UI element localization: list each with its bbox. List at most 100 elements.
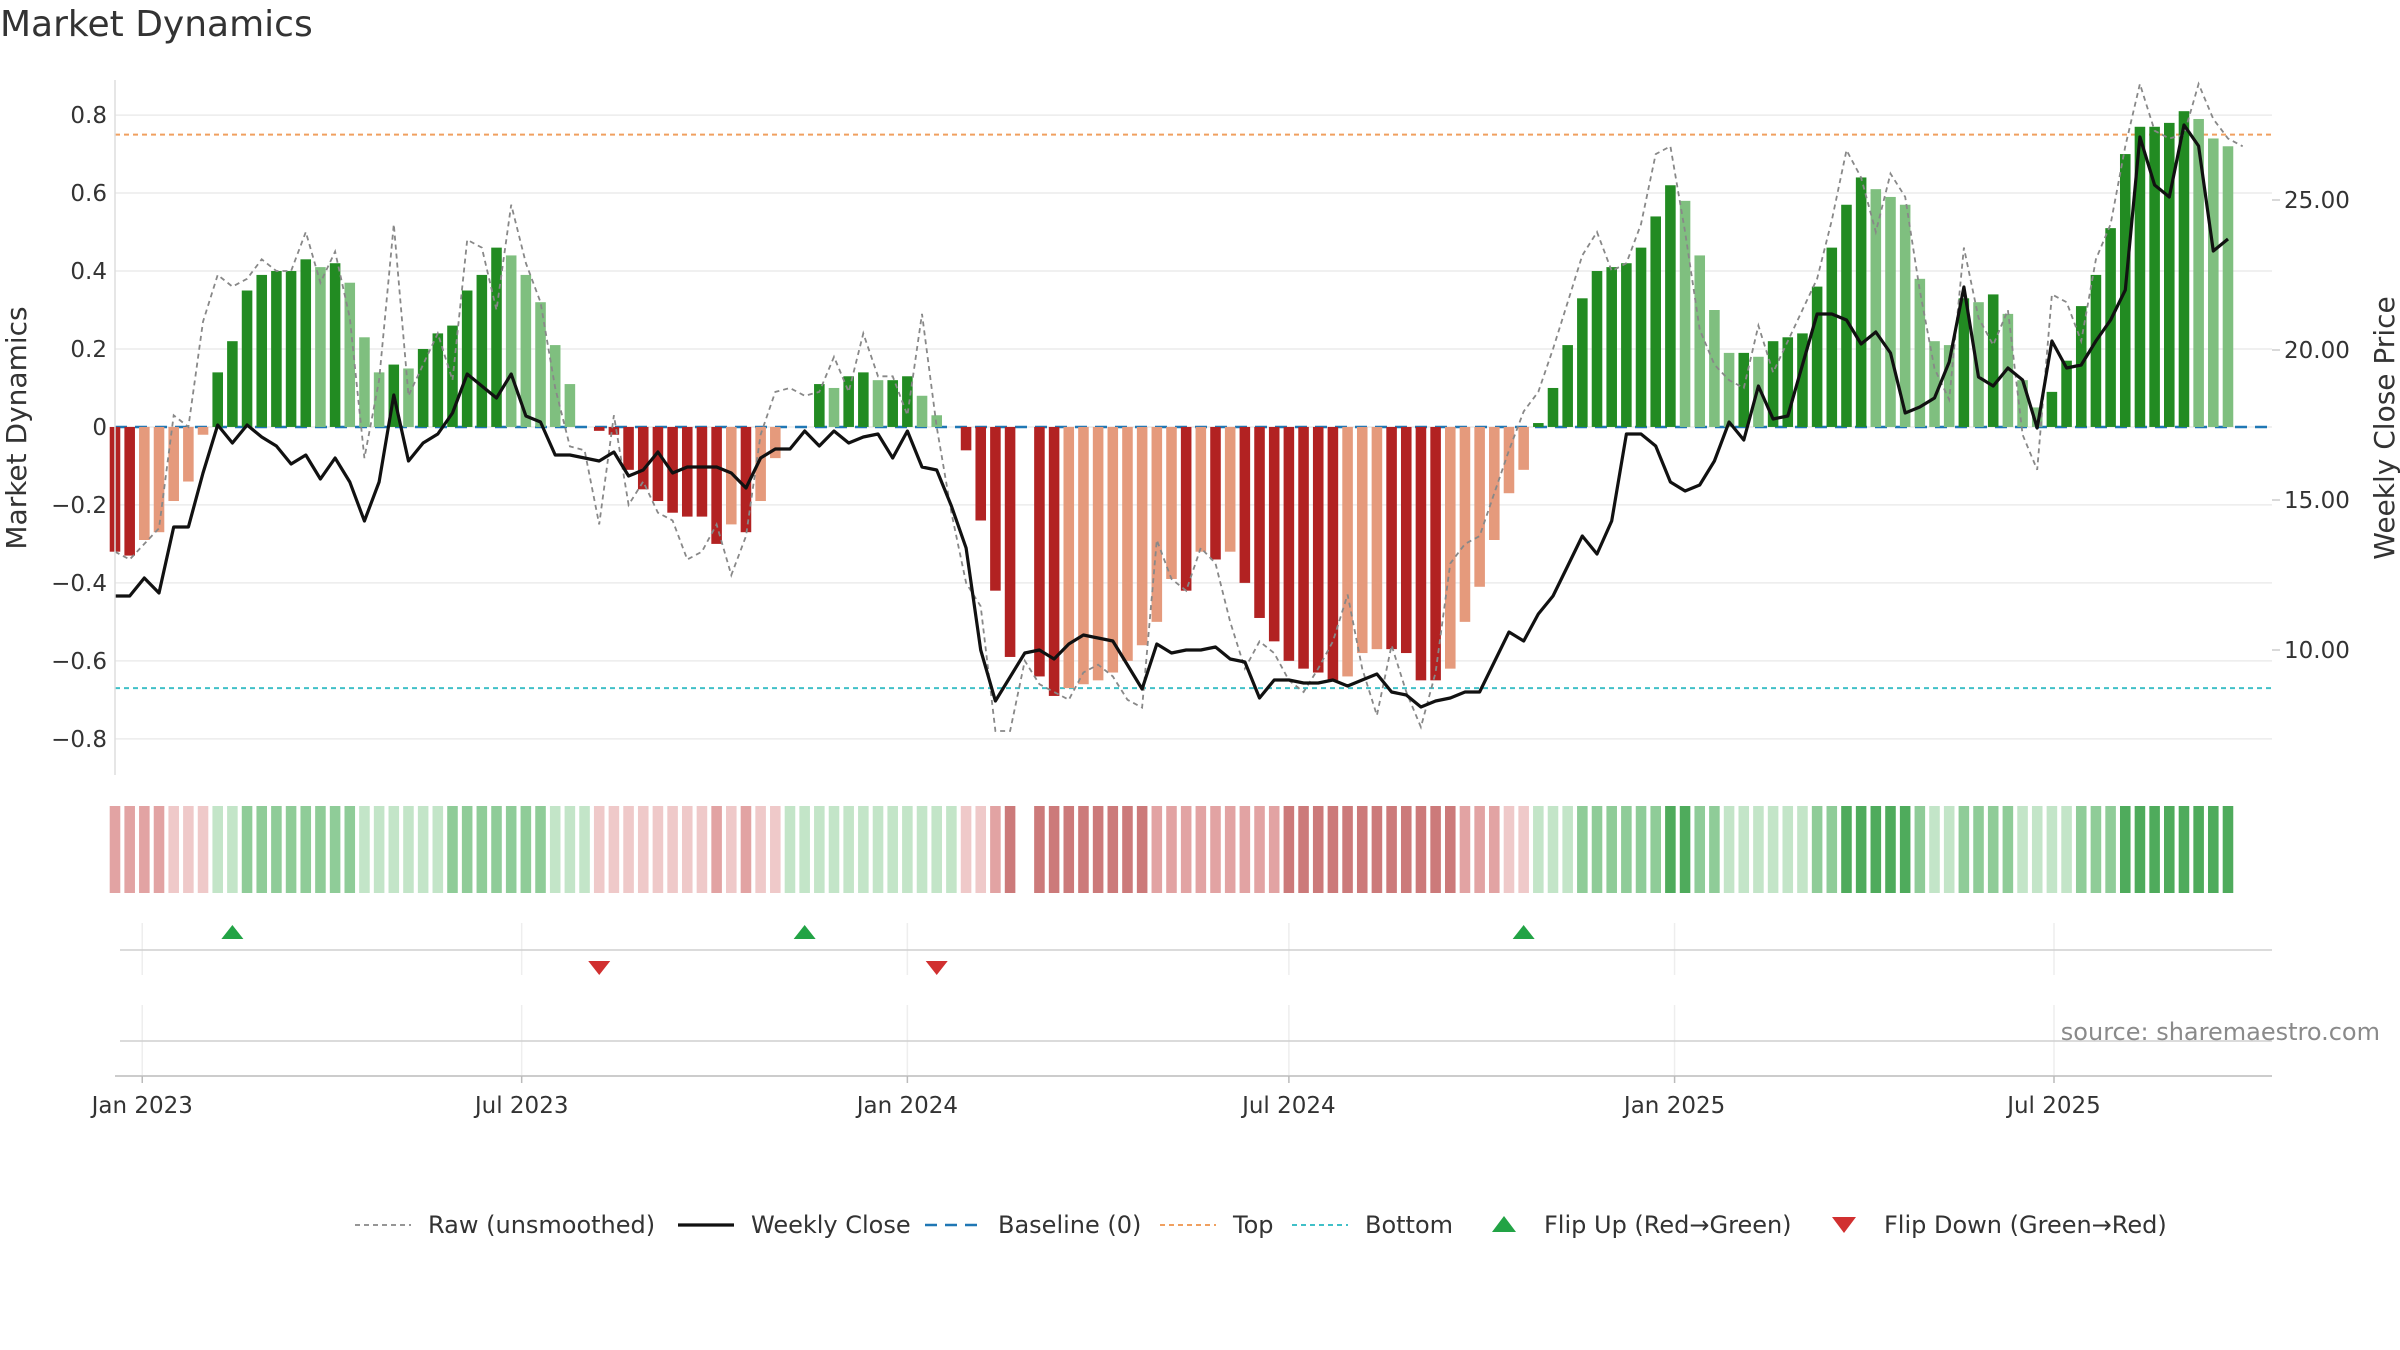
momentum-bar: [2208, 138, 2219, 427]
regime-cell: [1709, 806, 1720, 893]
momentum-bar: [1063, 426, 1075, 689]
regime-cell: [329, 806, 341, 893]
momentum-bar: [828, 387, 840, 427]
momentum-bar: [1034, 426, 1045, 677]
momentum-bar: [139, 426, 150, 540]
regime-cell: [990, 806, 1001, 893]
grid-lines: [115, 114, 2272, 740]
momentum-bar: [1268, 426, 1280, 642]
momentum-bar: [1811, 286, 1823, 427]
regime-cell: [2075, 806, 2087, 893]
momentum-bar: [1151, 426, 1163, 622]
momentum-bar: [1445, 426, 1456, 669]
right-tick-label: 20.00: [2284, 338, 2350, 364]
regime-cell: [1298, 806, 1309, 893]
momentum-bar: [183, 426, 194, 482]
regime-cell: [1356, 806, 1368, 893]
left-tick-label: −0.2: [51, 493, 107, 519]
regime-cell: [1122, 806, 1133, 893]
regime-cell: [109, 806, 121, 893]
momentum-bar: [1723, 352, 1735, 427]
regime-cell: [388, 806, 400, 893]
regime-cell: [681, 806, 693, 893]
momentum-bar: [1782, 337, 1794, 427]
momentum-bar: [593, 426, 605, 431]
regime-cell: [549, 806, 561, 893]
momentum-bar: [1489, 426, 1500, 540]
regime-cell: [564, 806, 576, 893]
x-axis: Jan 2023 Jul 2023 Jan 2024 Jul 2024 Jan 2025…: [90, 1075, 2272, 1119]
regime-cell: [2090, 806, 2102, 893]
momentum-bar: [975, 426, 987, 521]
left-tick-label: 0.2: [70, 337, 107, 363]
regime-cell: [461, 806, 473, 893]
regime-cell: [1914, 806, 1926, 893]
momentum-bar: [2134, 126, 2146, 427]
regime-cell: [1327, 806, 1339, 893]
momentum-bar: [1239, 426, 1251, 583]
momentum-bar: [2061, 360, 2072, 427]
momentum-bar: [1929, 341, 1940, 427]
momentum-bar: [432, 333, 444, 427]
momentum-bar: [1224, 426, 1236, 552]
price-line-layer: [115, 123, 2230, 709]
regime-cell: [902, 806, 913, 893]
momentum-bar: [2178, 111, 2190, 427]
regime-cell: [1180, 806, 1192, 893]
momentum-bar: [1048, 426, 1060, 696]
momentum-bar: [1973, 302, 1984, 427]
regime-cell: [1445, 806, 1456, 893]
momentum-bar: [1459, 426, 1471, 622]
legend: Raw (unsmoothed) Weekly Close Baseline (0)…: [355, 1211, 2167, 1239]
regime-cell: [1034, 806, 1045, 893]
momentum-bar: [2149, 126, 2160, 427]
regime-cell: [2134, 806, 2146, 893]
momentum-bar: [1004, 426, 1016, 657]
regime-cell: [139, 806, 150, 893]
momentum-bar: [505, 255, 517, 427]
regime-cell: [300, 806, 312, 893]
momentum-bar: [1547, 387, 1559, 427]
regime-cell: [271, 806, 282, 893]
regime-cell: [505, 806, 517, 893]
left-tick-label: −0.8: [51, 727, 107, 753]
momentum-bar: [711, 426, 722, 544]
momentum-bar: [1092, 426, 1104, 681]
momentum-bar: [1312, 426, 1324, 673]
legend-label: Raw (unsmoothed): [428, 1211, 655, 1239]
regime-cell: [1166, 806, 1177, 893]
momentum-bar: [726, 426, 737, 525]
regime-cell: [1753, 806, 1764, 893]
momentum-bar: [1107, 426, 1119, 673]
momentum-bar: [2222, 146, 2234, 427]
regime-cell: [432, 806, 444, 893]
momentum-bar: [476, 274, 488, 427]
regime-cell: [285, 806, 297, 893]
regime-cell: [770, 806, 781, 893]
momentum-bar: [359, 337, 370, 427]
regime-cell: [1885, 806, 1896, 893]
regime-cell: [1533, 806, 1544, 893]
regime-cell: [1254, 806, 1265, 893]
left-tick-label: 0.8: [70, 103, 107, 129]
momentum-bar: [1298, 426, 1309, 669]
regime-cell: [1503, 806, 1515, 893]
regime-cell: [1621, 806, 1632, 893]
momentum-bar: [1958, 298, 1970, 427]
momentum-bar: [2105, 228, 2116, 427]
regime-cell: [2031, 806, 2043, 893]
regime-cell: [1136, 806, 1148, 893]
regime-cell: [403, 806, 414, 893]
momentum-bar: [491, 247, 502, 427]
momentum-bar: [652, 426, 664, 502]
regime-cell: [579, 806, 590, 893]
regime-cell: [2061, 806, 2072, 893]
regime-cell: [491, 806, 502, 893]
momentum-bar: [535, 302, 546, 427]
regime-cell: [1224, 806, 1236, 893]
x-tick-label: Jan 2025: [1622, 1093, 1725, 1119]
flip-markers-panel: [120, 923, 2272, 1075]
regime-cell: [814, 806, 825, 893]
flip-up-marker: [1512, 925, 1535, 939]
regime-cell: [1078, 806, 1089, 893]
